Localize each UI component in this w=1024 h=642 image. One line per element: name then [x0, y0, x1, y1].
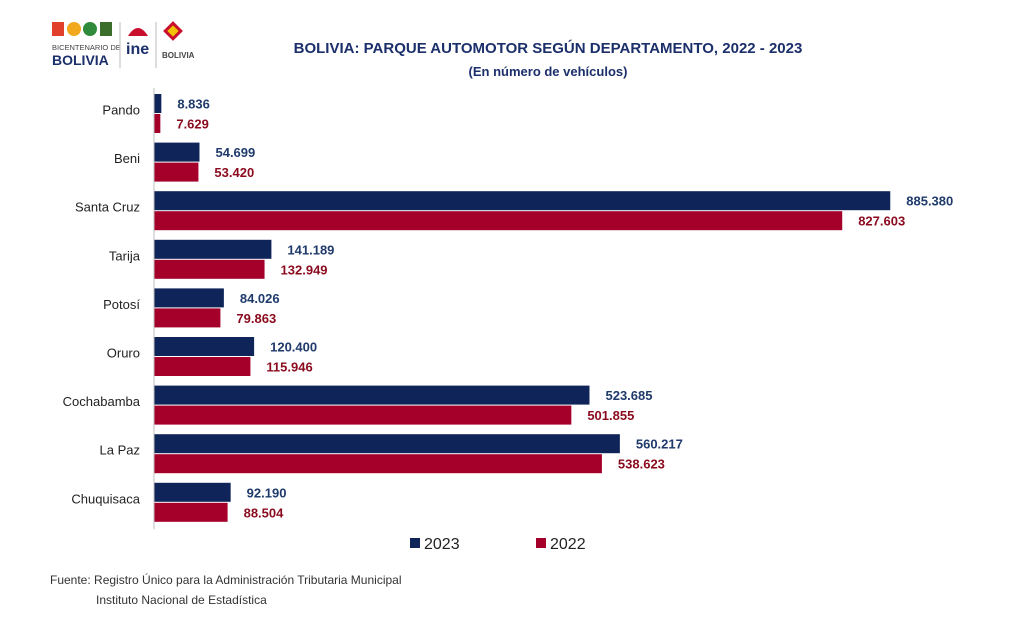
bar-2022 [154, 357, 251, 376]
data-label-2023: 560.217 [636, 437, 683, 452]
bar-2022 [154, 308, 221, 328]
bar-2023 [154, 239, 272, 259]
chart-title: BOLIVIA: PARQUE AUTOMOTOR SEGÚN DEPARTAM… [294, 39, 803, 57]
bar-2022 [154, 454, 602, 474]
chart-subtitle: (En número de vehículos) [469, 64, 628, 79]
bar-2022 [154, 405, 572, 425]
source-note: Fuente: Registro Único para la Administr… [50, 570, 402, 610]
bar-2022 [154, 259, 265, 279]
legend-swatch-2023 [410, 538, 420, 548]
bar-2023 [154, 385, 590, 405]
data-label-2022: 501.855 [587, 408, 634, 423]
data-label-2023: 54.699 [215, 145, 255, 160]
category-label: Potosí [103, 297, 140, 312]
bar-2022 [154, 114, 161, 133]
bicentenario-text: BICENTENARIO DE [52, 43, 121, 52]
bicentenario-logo: BICENTENARIO DE BOLIVIA [52, 22, 121, 68]
bar-2023 [154, 94, 162, 113]
data-label-2022: 132.949 [281, 262, 328, 277]
bar-2023 [154, 482, 231, 502]
plot-area: Pando 8.836 7.629 Beni 54.699 53.420 Santa Cru… [63, 88, 953, 530]
bar-chart: BOLIVIA: PARQUE AUTOMOTOR SEGÚN DEPARTAM… [63, 39, 954, 553]
legend-label-2023: 2023 [424, 536, 460, 553]
legend-label-2022: 2022 [550, 536, 586, 553]
bar-2023 [154, 288, 224, 308]
data-label-2023: 8.836 [177, 97, 210, 112]
bicentenario-country: BOLIVIA [52, 52, 109, 68]
estado-text: BOLIVIA [162, 51, 195, 60]
ine-text: ine [126, 41, 149, 58]
category-label: Pando [102, 103, 140, 118]
bar-2023 [154, 434, 620, 454]
bar-2022 [154, 502, 228, 522]
category-label: Chuquisaca [71, 491, 140, 506]
data-label-2022: 7.629 [176, 117, 209, 132]
data-label-2023: 92.190 [247, 485, 287, 500]
source-line-1: Fuente: Registro Único para la Administr… [50, 573, 402, 587]
bar-2022 [154, 211, 843, 231]
data-label-2022: 827.603 [858, 214, 905, 229]
data-label-2023: 120.400 [270, 340, 317, 355]
data-label-2022: 115.946 [266, 360, 312, 375]
category-label: Beni [114, 151, 140, 166]
data-label-2023: 523.685 [605, 388, 652, 403]
data-label-2022: 88.504 [244, 505, 285, 520]
category-label: Tarija [109, 248, 141, 263]
legend-swatch-2022 [536, 538, 546, 548]
bar-2023 [154, 142, 200, 162]
data-label-2023: 885.380 [906, 194, 953, 209]
bar-2023 [154, 337, 255, 356]
category-label: Santa Cruz [75, 200, 140, 215]
data-label-2023: 84.026 [240, 291, 280, 306]
source-line-2: Instituto Nacional de Estadística [96, 593, 267, 607]
data-label-2022: 538.623 [618, 457, 665, 472]
data-label-2022: 79.863 [236, 311, 276, 326]
bar-2023 [154, 191, 891, 211]
ine-logo: ine [126, 28, 149, 58]
bar-2022 [154, 162, 199, 182]
data-label-2022: 53.420 [214, 165, 254, 180]
category-label: Cochabamba [63, 394, 141, 409]
legend: 2023 2022 [410, 536, 586, 553]
data-label-2023: 141.189 [287, 242, 334, 257]
category-label: La Paz [100, 443, 140, 458]
category-label: Oruro [107, 346, 140, 361]
logo-group: BICENTENARIO DE BOLIVIA ine BOLIVIA [50, 20, 210, 72]
